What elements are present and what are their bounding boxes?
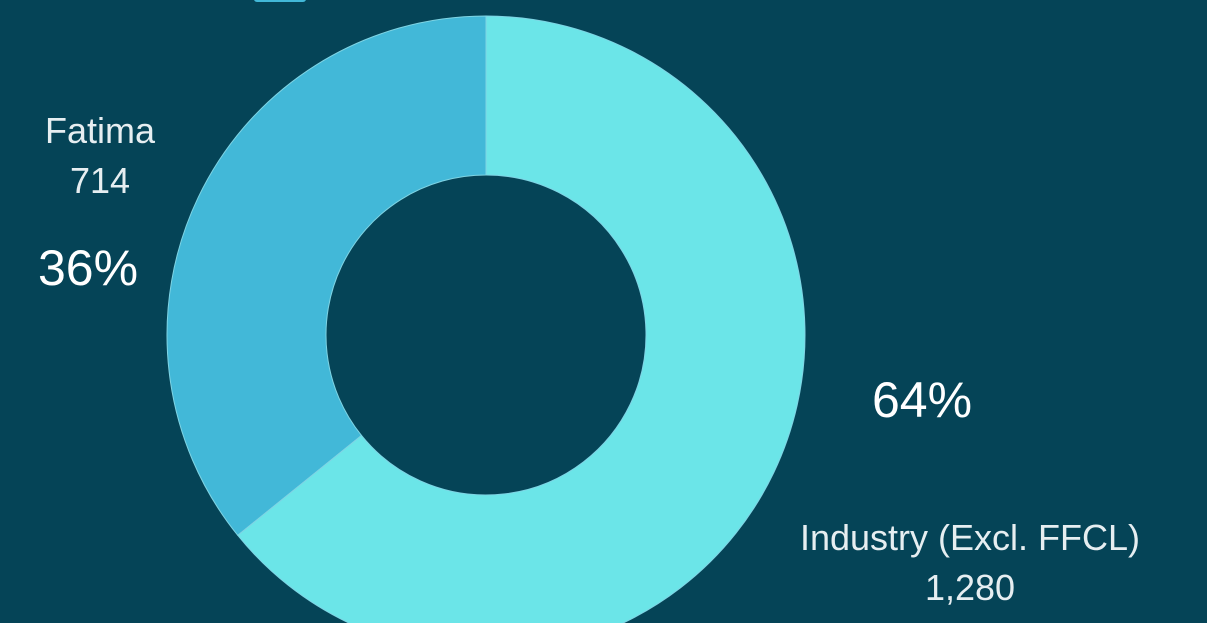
- slice-percent-industry: 64%: [872, 372, 973, 428]
- donut-slice-industry[interactable]: [237, 15, 806, 623]
- slice-value-industry: 1,280: [924, 567, 1016, 608]
- slice-name-industry: Industry (Excl. FFCL): [799, 517, 1141, 558]
- slice-percent-fatima: 36%: [38, 240, 139, 296]
- slice-label-industry: Industry (Excl. FFCL) 1,280: [764, 513, 1176, 613]
- slice-name-fatima: Fatima: [44, 110, 156, 151]
- slice-value-fatima: 714: [69, 160, 131, 201]
- donut-slice-fatima[interactable]: [166, 15, 487, 537]
- legend-swatch-fatima: [254, 0, 306, 2]
- slice-label-fatima: Fatima 714: [30, 106, 170, 206]
